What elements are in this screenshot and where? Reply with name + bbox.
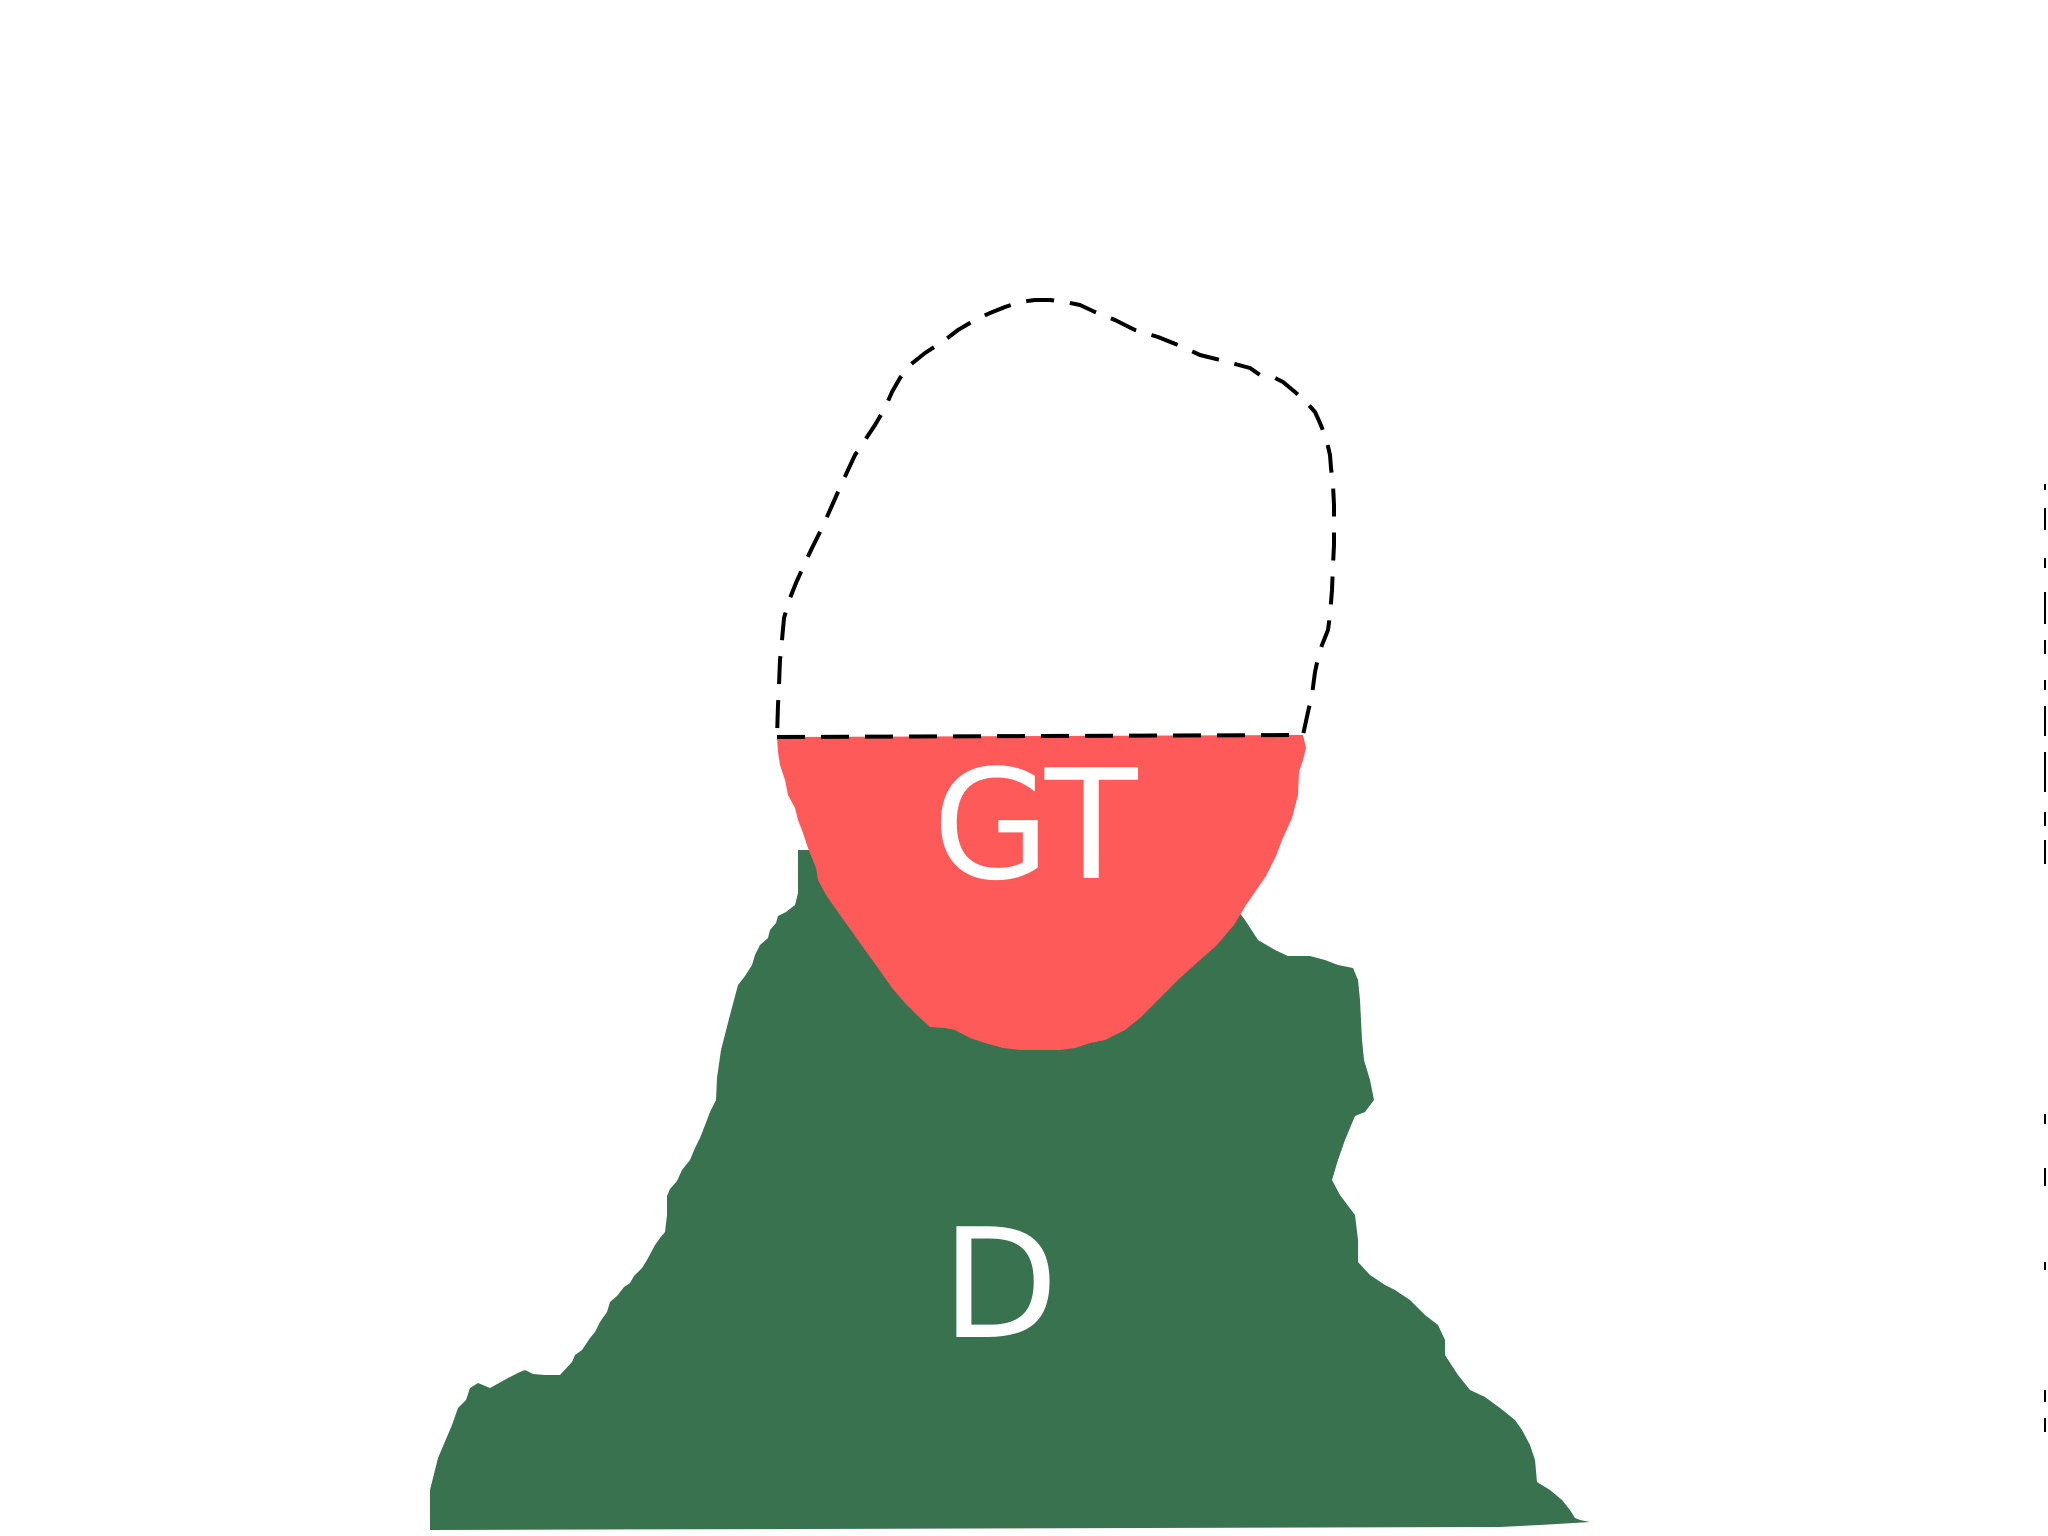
edge-tick bbox=[2044, 680, 2046, 690]
edge-tick bbox=[2044, 1114, 2046, 1124]
edge-tick bbox=[2044, 840, 2046, 864]
edge-tick bbox=[2044, 706, 2046, 736]
edge-tick bbox=[2044, 484, 2046, 490]
edge-tick bbox=[2044, 812, 2046, 826]
edge-tick bbox=[2044, 1390, 2046, 1402]
edge-tick bbox=[2044, 1418, 2046, 1432]
edge-tick bbox=[2044, 752, 2046, 792]
d-region bbox=[430, 850, 1590, 1530]
d-label: D bbox=[941, 1196, 1058, 1373]
edge-tick bbox=[2044, 640, 2046, 654]
edge-tick bbox=[2044, 558, 2046, 568]
edge-tick bbox=[2044, 1168, 2046, 1186]
dashed-outline bbox=[775, 298, 1336, 739]
edge-tick bbox=[2044, 508, 2046, 530]
edge-tick bbox=[2044, 1262, 2046, 1270]
edge-artifact-ticks bbox=[2044, 484, 2046, 1432]
gt-label: GT bbox=[932, 737, 1138, 914]
edge-tick bbox=[2044, 592, 2046, 624]
gt-region bbox=[777, 735, 1306, 1050]
